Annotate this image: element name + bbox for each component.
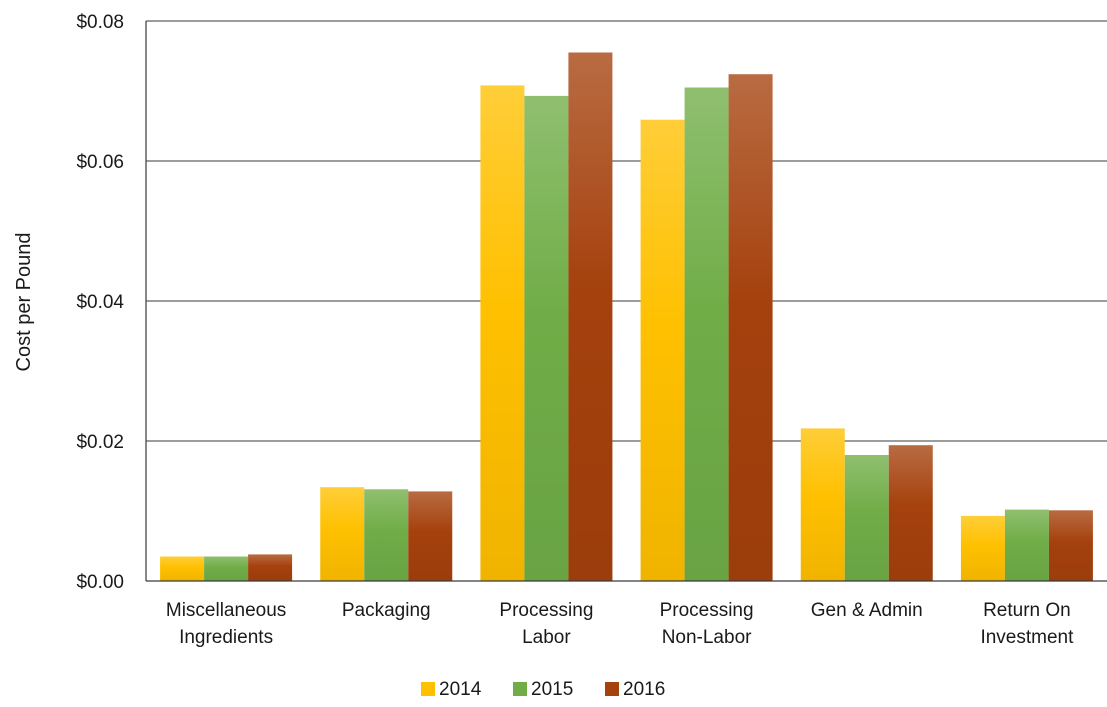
x-category-label: Processing	[660, 600, 754, 621]
x-category-label: Miscellaneous	[166, 600, 286, 621]
bar-2016	[888, 445, 933, 581]
legend-swatch	[421, 682, 435, 696]
gridlines	[146, 20, 1107, 442]
x-category-label: Gen & Admin	[811, 600, 923, 621]
y-tick-label: $0.02	[76, 432, 124, 453]
bar-2016	[568, 52, 613, 581]
legend: 2014 2015 2016	[421, 679, 665, 700]
x-category-label: Investment	[980, 627, 1074, 648]
x-category-label: Ingredients	[179, 627, 273, 648]
bar-2014	[480, 85, 525, 582]
y-tick-label: $0.00	[76, 572, 124, 593]
legend-swatch	[513, 682, 527, 696]
bar-2016	[408, 491, 453, 581]
x-category-label: Processing	[499, 600, 593, 621]
y-tick-label: $0.04	[76, 292, 124, 313]
y-axis-title: Cost per Pound	[13, 233, 35, 372]
legend-label: 2016	[623, 679, 665, 700]
y-tick-label: $0.06	[76, 152, 124, 173]
bar-2016	[1048, 510, 1093, 581]
bar-2016	[248, 554, 293, 581]
bar-2014	[800, 428, 845, 581]
x-category-label: Labor	[522, 627, 571, 648]
bar-2014	[640, 119, 685, 581]
bar-2016	[728, 74, 773, 581]
bar-2014	[960, 515, 1005, 581]
x-category-label: Non-Labor	[662, 627, 752, 648]
bar-2014	[160, 556, 205, 581]
bar-2015	[204, 556, 249, 581]
legend-swatch	[605, 682, 619, 696]
bar-2015	[844, 455, 889, 581]
bars	[160, 52, 1093, 582]
x-category-labels: Miscellaneous Ingredients Packaging Process…	[166, 600, 1074, 648]
bar-2014	[320, 487, 365, 581]
y-tick-label: $0.08	[76, 12, 124, 33]
bar-2015	[684, 87, 729, 581]
bar-2015	[524, 95, 569, 582]
bar-2015	[364, 489, 409, 581]
y-tick-labels: $0.00 $0.02 $0.04 $0.06 $0.08	[76, 12, 124, 593]
legend-label: 2015	[531, 679, 573, 700]
axes	[145, 21, 1107, 582]
bar-2015	[1004, 509, 1049, 581]
x-category-label: Packaging	[342, 600, 431, 621]
legend-label: 2014	[439, 679, 482, 700]
x-category-label: Return On	[983, 600, 1071, 621]
